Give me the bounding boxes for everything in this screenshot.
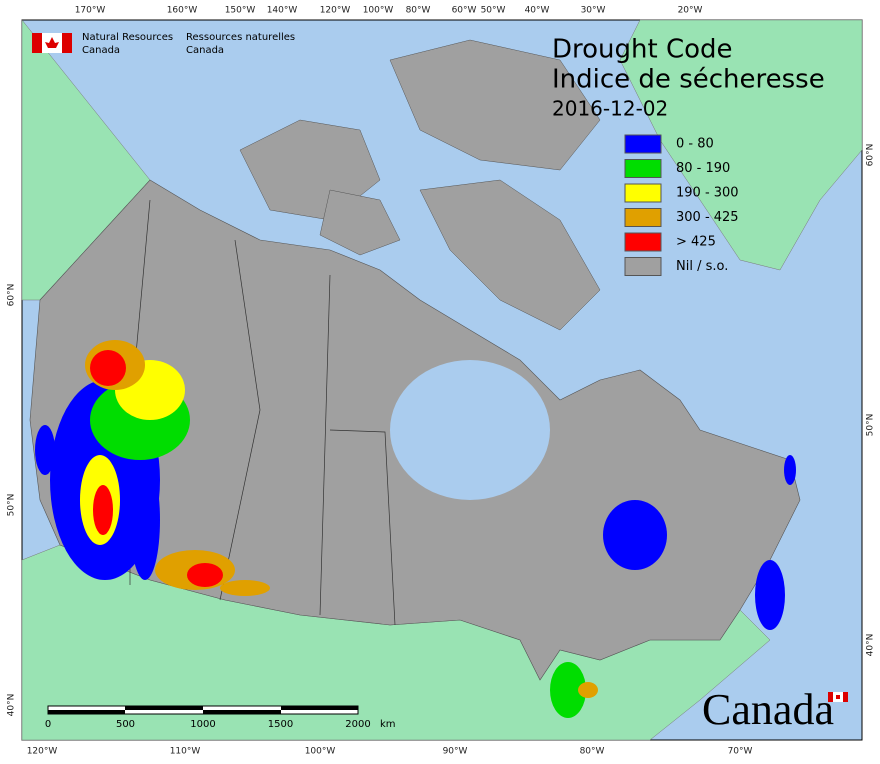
agency-en: Canada [82,45,120,56]
legend-label: Nil / s.o. [676,259,728,274]
zone [90,350,126,386]
graticule-label: 120°W [27,747,58,757]
legend-swatch [624,159,662,178]
greenland [619,19,863,271]
graticule-label: 90°W [443,747,468,757]
graticule-label: 70°W [728,747,753,757]
legend-swatch [624,232,662,252]
legend-label: 0 - 80 [676,137,714,152]
zone [550,662,586,718]
scale-label: 1500 [268,719,293,730]
zone [93,485,113,535]
arctic-island [319,189,401,256]
graticule-label: 60°N [7,284,17,307]
canada-flag [828,692,848,702]
graticule-label: 100°W [305,747,336,757]
graticule-label: 40°W [525,6,550,16]
arctic-island [419,179,601,331]
scale-unit: km [380,719,396,730]
agency-fr: Ressources naturelles [186,32,295,43]
agency-fr: Canada [186,45,224,56]
graticule-label: 110°W [170,747,201,757]
legend-swatch [624,257,662,276]
graticule-label: 50°W [481,6,506,16]
scale-label: 500 [116,719,135,730]
legend-swatch [624,208,662,227]
zone [220,580,270,596]
zone [130,460,160,580]
graticule-label: 20°W [678,6,703,16]
graticule-label: 100°W [363,6,394,16]
legend-label: 300 - 425 [676,210,739,225]
zone [187,563,223,587]
graticule-label: 50°N [866,414,876,437]
arctic-island [389,39,601,171]
title: Indice de sécheresse [552,65,825,95]
graticule-labels: 170°W 160°W 150°W 140°W 120°W 100°W 80°W 60°W 50… [7,6,876,757]
graticule-label: 60°W [452,6,477,16]
graticule-label: 80°W [406,6,431,16]
scale-label: 0 [45,719,51,730]
scale-label: 2000 [345,719,370,730]
scale-bar [47,705,359,715]
graticule-label: 120°W [320,6,351,16]
graticule-label: 60°N [866,144,876,167]
graticule-label: 80°W [580,747,605,757]
graticule-label: 30°W [581,6,606,16]
zone [784,455,796,485]
legend-swatch [624,183,662,203]
scale-label: 1000 [190,719,215,730]
graticule-label: 140°W [267,6,298,16]
agency-en: Natural Resources [82,32,173,43]
wordmark: Canada [702,685,834,734]
graticule-label: 150°W [225,6,256,16]
nrcan-flag [32,33,72,53]
graticule-label: 40°N [7,694,17,717]
scale-labels: 0 500 1000 1500 2000 km [45,719,396,730]
title: Drought Code [552,35,733,65]
graticule-label: 50°N [7,494,17,517]
zone [578,682,598,698]
date: 2016-12-02 [552,97,668,121]
graticule-label: 160°W [167,6,198,16]
legend-swatch [624,134,662,154]
hudson-bay [390,360,550,500]
legend-label: 190 - 300 [676,186,739,201]
legend: 0 - 80 80 - 190 190 - 300 300 - 425 > 425 Nil… [624,134,739,276]
graticule-label: 40°N [866,634,876,657]
zone [35,425,55,475]
graticule-label: 170°W [75,6,106,16]
zone [603,500,667,570]
zone [755,560,785,630]
legend-label: 80 - 190 [676,161,730,176]
legend-label: > 425 [676,235,716,250]
